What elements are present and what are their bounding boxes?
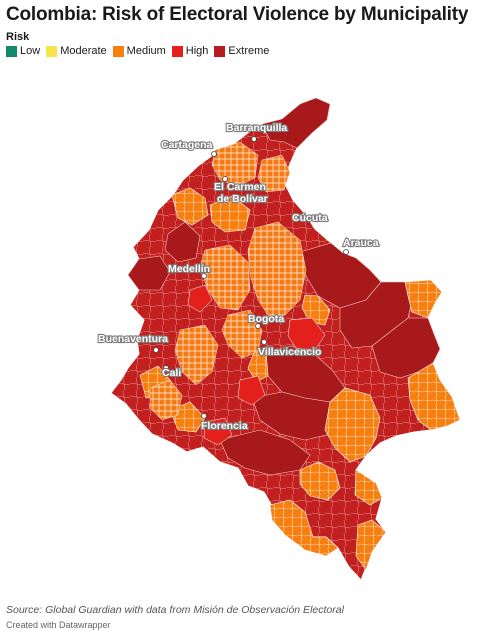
legend-swatch-extreme	[214, 45, 226, 57]
city-dot-cucuta	[293, 214, 299, 220]
colombia-map-svg[interactable]: Barranquilla Cartagena El Carmen de Bolív…	[0, 60, 487, 600]
legend-label-medium: Medium	[126, 45, 166, 57]
city-el-carmen[interactable]: El Carmen de Bolívar	[213, 176, 269, 206]
city-dot-el-carmen	[222, 176, 228, 182]
city-label-cali: Cali	[162, 367, 181, 379]
legend-label-high: High	[185, 45, 209, 57]
legend-label-low: Low	[20, 45, 41, 57]
city-dot-bogota	[255, 323, 261, 329]
city-label-bogota: Bogota	[248, 313, 284, 325]
chart-title: Colombia: Risk of Electoral Violence by …	[6, 4, 469, 25]
city-villavicencio[interactable]: Villavicencio	[257, 339, 323, 359]
city-cartagena[interactable]: Cartagena	[160, 138, 217, 157]
city-dot-arauca	[343, 249, 349, 255]
city-label-cucuta: Cúcuta	[292, 212, 328, 224]
city-dot-medellin	[201, 273, 207, 279]
legend-label-moderate: Moderate	[60, 45, 107, 57]
city-markers: Barranquilla Cartagena El Carmen de Bolív…	[97, 121, 380, 433]
legend-swatch-moderate	[46, 45, 58, 57]
legend-label-extreme: Extreme	[228, 45, 270, 57]
legend-swatch-high	[171, 45, 183, 57]
city-arauca[interactable]: Arauca	[342, 236, 380, 255]
city-dot-cartagena	[211, 151, 217, 157]
legend-item-medium: Medium	[112, 45, 166, 57]
city-dot-cali	[163, 365, 169, 371]
city-dot-barranquilla	[251, 136, 257, 142]
city-bogota[interactable]: Bogota	[247, 312, 285, 329]
city-label-florencia: Florencia	[201, 420, 248, 432]
choropleth-map[interactable]: Barranquilla Cartagena El Carmen de Bolív…	[0, 60, 487, 600]
city-barranquilla[interactable]: Barranquilla	[225, 121, 289, 142]
legend-item-moderate: Moderate	[46, 45, 107, 57]
city-cucuta[interactable]: Cúcuta	[291, 211, 329, 225]
city-label-barranquilla: Barranquilla	[226, 122, 287, 134]
city-label-arauca: Arauca	[343, 237, 379, 249]
source-note: Source: Global Guardian with data from M…	[6, 604, 344, 616]
city-label-el-carmen: El Carmen de Bolívar	[214, 181, 268, 205]
city-label-cartagena: Cartagena	[161, 139, 213, 151]
legend-item-low: Low	[6, 45, 40, 57]
legend-swatch-medium	[112, 45, 124, 57]
legend-item-extreme: Extreme	[214, 45, 269, 57]
high-regions	[187, 284, 326, 446]
city-buenaventura[interactable]: Buenaventura	[97, 332, 169, 353]
city-florencia[interactable]: Florencia	[200, 413, 249, 433]
legend-title: Risk	[6, 31, 30, 43]
city-label-medellin: Medellín	[168, 263, 210, 275]
city-medellin[interactable]: Medellín	[167, 262, 211, 279]
legend-swatch-low	[6, 45, 17, 57]
credit-note: Created with Datawrapper	[6, 620, 111, 630]
medium-regions	[139, 187, 461, 571]
city-dot-villavicencio	[261, 339, 267, 345]
andean-municipalities	[149, 141, 307, 421]
city-dot-florencia	[201, 413, 207, 419]
city-cali[interactable]: Cali	[161, 365, 182, 380]
city-dot-buenaventura	[153, 347, 159, 353]
city-label-buenaventura: Buenaventura	[98, 333, 168, 345]
city-label-villavicencio: Villavicencio	[258, 346, 321, 358]
legend: Low Moderate Medium High Extreme	[6, 45, 269, 57]
legend-item-high: High	[171, 45, 209, 57]
